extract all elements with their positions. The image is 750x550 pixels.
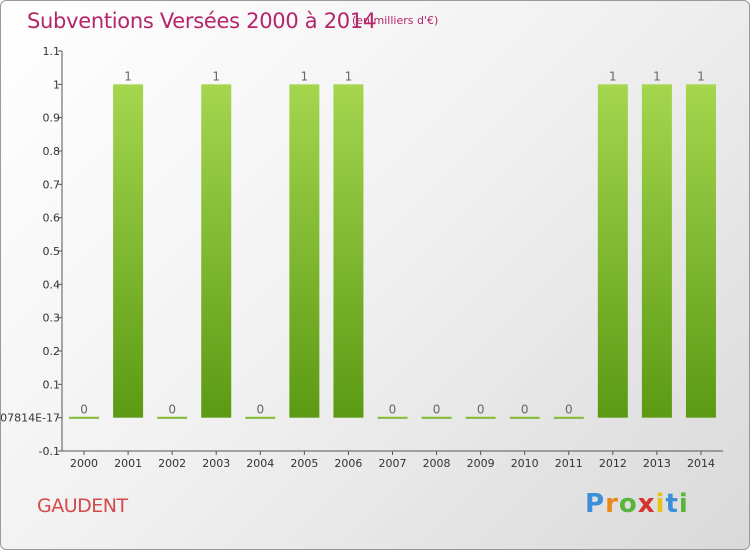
y-tick-label: 1.3877787807814E-17 [1,412,60,425]
y-tick-label: 1.1 [43,45,61,58]
data-label-2010: 0 [521,403,529,417]
bar-2011 [553,416,584,419]
data-label-2003: 1 [212,69,220,83]
x-tick-label-2013: 2013 [643,457,671,470]
x-tick-label-2011: 2011 [555,457,583,470]
y-tick-label: 0.8 [43,145,61,158]
x-tick-label-2002: 2002 [158,457,186,470]
x-tick-label-2003: 2003 [202,457,230,470]
bar-2000 [69,416,100,419]
bar-2010 [509,416,540,419]
x-tick-label-2008: 2008 [423,457,451,470]
x-tick-label-2007: 2007 [379,457,407,470]
data-label-2005: 1 [301,69,309,83]
chart-axes: -0.1 1.3877787807814E-17 0.1 0.2 0.3 0.4 0.5 0.… [1,45,723,470]
bar-2005 [289,84,320,418]
x-tick-label-2010: 2010 [511,457,539,470]
x-tick-label-2000: 2000 [70,457,98,470]
bar-2008 [421,416,452,419]
data-label-2002: 0 [168,403,176,417]
bar-2001 [113,84,144,418]
bar-2003 [201,84,232,418]
y-tick-label: 0.1 [43,378,61,391]
bar-2012 [597,84,628,418]
bar-2014 [685,84,716,418]
x-tick-label-2012: 2012 [599,457,627,470]
bar-2007 [377,416,408,419]
data-label-2009: 0 [477,403,485,417]
data-label-2007: 0 [389,403,397,417]
data-label-2013: 1 [653,69,661,83]
y-tick-label: 1 [53,78,60,91]
data-label-2004: 0 [256,403,264,417]
data-label-2014: 1 [697,69,705,83]
data-label-2012: 1 [609,69,617,83]
chart-title: Subventions Versées 2000 à 2014 [27,9,376,33]
data-label-2001: 1 [124,69,132,83]
x-tick-label-2001: 2001 [114,457,142,470]
y-tick-label: 0.3 [43,312,61,325]
bar-2002 [157,416,188,419]
y-tick-label: 0.6 [43,212,61,225]
bar-2009 [465,416,496,419]
bar-2013 [641,84,672,418]
x-tick-label-2014: 2014 [687,457,715,470]
data-label-2006: 1 [345,69,353,83]
bar-2004 [245,416,276,419]
x-tick-label-2006: 2006 [334,457,362,470]
bar-2006 [333,84,364,418]
y-tick-label: 0.2 [43,345,61,358]
y-tick-label: -0.1 [39,445,60,458]
chart-unit-label: (en milliers d'€) [352,14,439,27]
data-label-2008: 0 [433,403,441,417]
y-tick-label: 0.7 [43,178,61,191]
chart-bars [69,84,716,419]
x-tick-label-2004: 2004 [246,457,274,470]
y-tick-label: 0.5 [43,245,61,258]
x-tick-label-2005: 2005 [290,457,318,470]
data-label-2000: 0 [80,403,88,417]
data-label-2011: 0 [565,403,573,417]
y-tick-label: 0.4 [43,278,61,291]
proxiti-logo: Proxiti [585,489,689,519]
y-tick-label: 0.9 [43,112,61,125]
x-tick-label-2009: 2009 [467,457,495,470]
commune-name: GAUDENT [37,495,128,517]
chart-value-labels: 0 1 0 1 0 1 1 0 0 0 0 0 1 1 1 [80,69,705,416]
